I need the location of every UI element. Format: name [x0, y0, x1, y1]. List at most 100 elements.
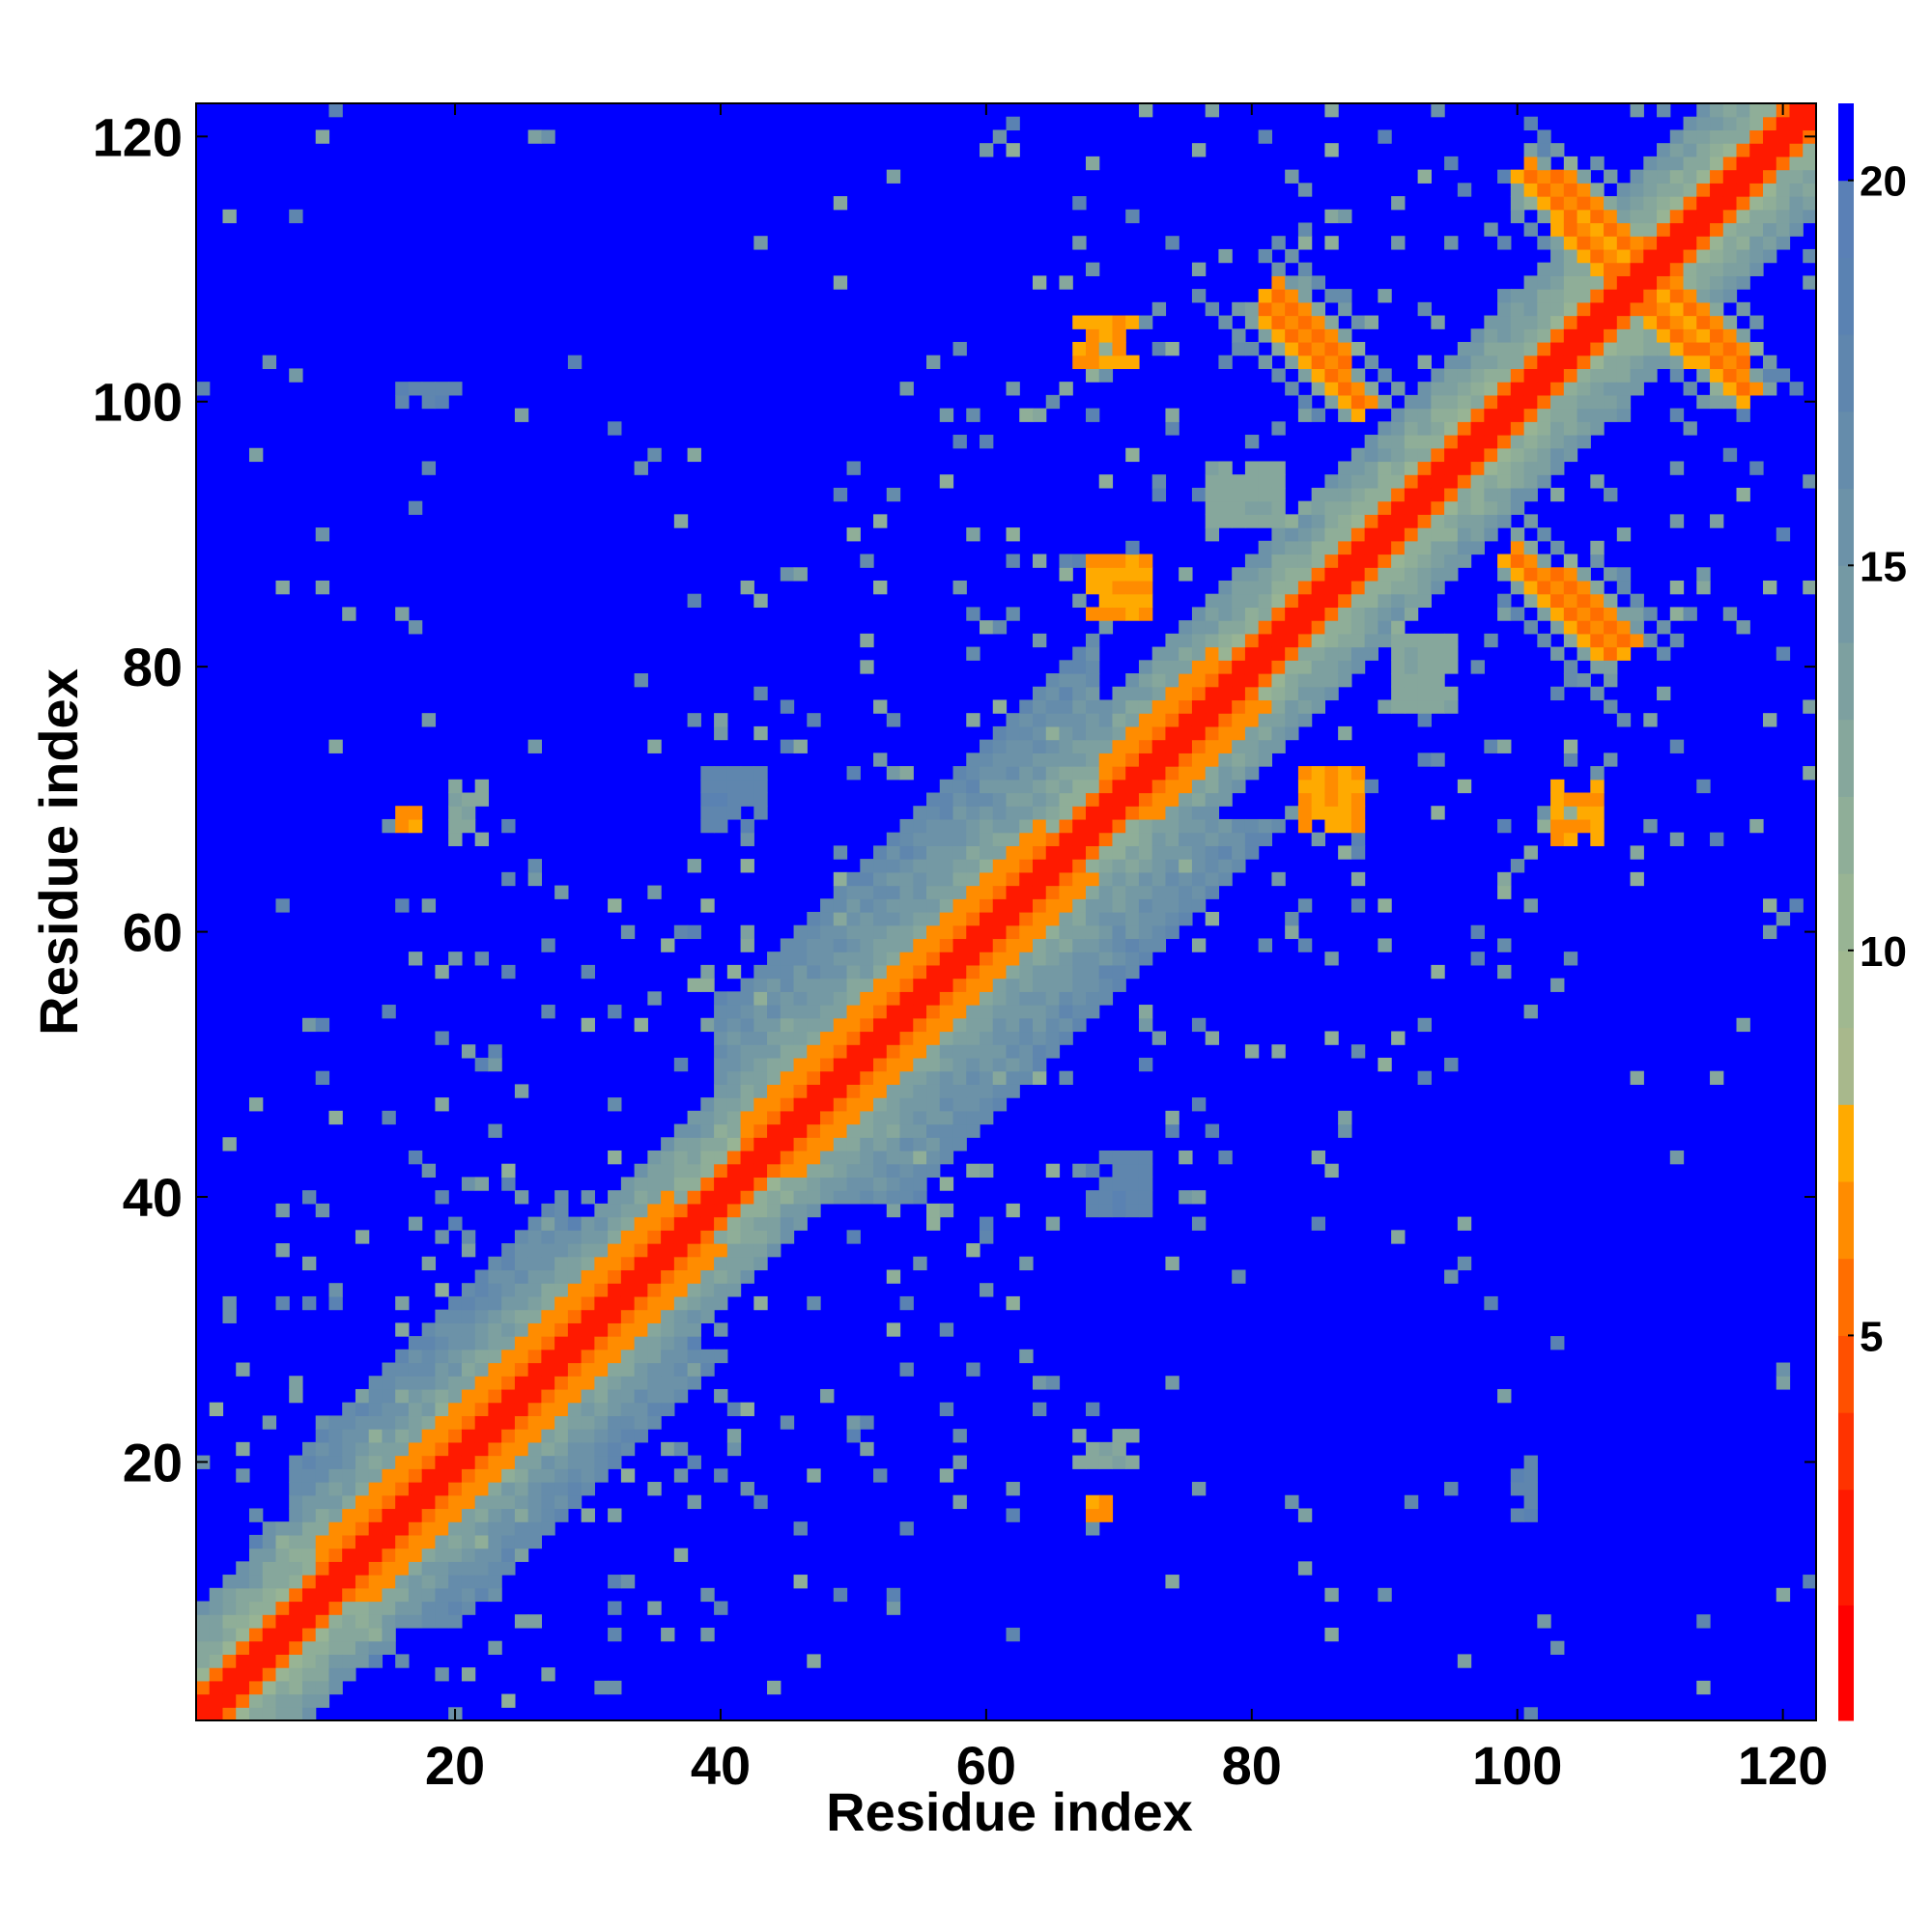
heatmap-cell — [886, 845, 901, 860]
heatmap-cell — [1630, 593, 1644, 609]
heatmap-cell — [461, 806, 476, 820]
heatmap-cell — [1470, 924, 1485, 940]
heatmap-cell — [1378, 898, 1392, 913]
heatmap-cell — [1563, 753, 1578, 767]
heatmap-cell — [1232, 567, 1246, 582]
heatmap-cell — [939, 806, 954, 820]
heatmap-cell — [1350, 845, 1366, 860]
heatmap-cell — [461, 1283, 476, 1297]
heatmap-cell — [1470, 394, 1485, 410]
heatmap-cell — [1232, 1269, 1246, 1284]
heatmap-cell — [1138, 806, 1153, 820]
heatmap-cell — [1510, 1482, 1525, 1496]
heatmap-cell — [1045, 912, 1061, 926]
heatmap-cell — [767, 1084, 781, 1098]
heatmap-cell — [1616, 368, 1632, 383]
heatmap-cell — [1311, 382, 1326, 396]
heatmap-cell — [966, 646, 980, 661]
heatmap-cell — [1484, 355, 1498, 370]
heatmap-cell — [567, 1322, 582, 1337]
heatmap-cell — [1059, 885, 1073, 899]
heatmap-cell — [700, 1349, 715, 1364]
heatmap-cell — [594, 1680, 609, 1695]
heatmap-cell — [382, 1005, 396, 1019]
heatmap-cell — [833, 1190, 848, 1205]
heatmap-cell — [1059, 871, 1073, 887]
heatmap-cell — [474, 1415, 490, 1430]
heatmap-cell — [1019, 713, 1034, 727]
heatmap-cell — [1232, 739, 1246, 753]
heatmap-cell — [222, 209, 237, 224]
heatmap-cell — [620, 1203, 636, 1218]
heatmap-cell — [1138, 660, 1153, 674]
heatmap-cell — [1191, 289, 1207, 303]
heatmap-cell — [1191, 898, 1207, 913]
heatmap-cell — [687, 1256, 701, 1271]
heatmap-cell — [1417, 301, 1432, 317]
heatmap-cell — [1497, 435, 1512, 449]
heatmap-cell — [1470, 540, 1485, 555]
heatmap-cell — [382, 1455, 396, 1469]
heatmap-cell — [1710, 832, 1724, 846]
heatmap-cell — [926, 355, 941, 370]
heatmap-cell — [527, 859, 542, 873]
heatmap-cell — [913, 964, 927, 980]
heatmap-cell — [1165, 739, 1179, 753]
heatmap-cell — [1324, 368, 1339, 383]
heatmap-cell — [248, 1707, 264, 1721]
heatmap-cell — [1112, 1163, 1126, 1179]
heatmap-cell — [1577, 196, 1591, 211]
heatmap-cell — [980, 1283, 994, 1297]
y-tick-label: 120 — [93, 106, 183, 167]
heatmap-cell — [1378, 421, 1392, 436]
heatmap-cell — [1350, 461, 1366, 475]
heatmap-cell — [1205, 792, 1220, 807]
heatmap-cell — [714, 792, 728, 807]
heatmap-cell — [1045, 686, 1061, 701]
heatmap-cell — [992, 898, 1008, 913]
heatmap-cell — [541, 1508, 555, 1522]
heatmap-cell — [726, 1017, 742, 1033]
heatmap-cell — [1285, 301, 1299, 317]
heatmap-cell — [1431, 554, 1445, 568]
heatmap-cell — [554, 1482, 569, 1496]
heatmap-cell — [527, 1336, 542, 1350]
heatmap-cell — [1297, 766, 1313, 781]
heatmap-cell — [1604, 607, 1618, 621]
heatmap-cell — [1232, 779, 1246, 794]
heatmap-cell — [1736, 156, 1750, 171]
heatmap-cell — [222, 1309, 237, 1323]
heatmap-cell — [461, 792, 476, 807]
heatmap-cell — [514, 1521, 529, 1536]
heatmap-cell — [873, 964, 888, 980]
heatmap-cell — [1736, 116, 1750, 131]
heatmap-cell — [1311, 328, 1326, 343]
heatmap-cell — [661, 1295, 675, 1311]
heatmap-cell — [541, 1468, 555, 1483]
heatmap-cell — [1657, 301, 1671, 317]
heatmap-cell — [1590, 660, 1605, 674]
heatmap-cell — [514, 1084, 529, 1098]
heatmap-cell — [355, 1575, 370, 1589]
heatmap-cell — [899, 1190, 914, 1205]
heatmap-cell — [939, 898, 954, 913]
heatmap-cell — [780, 1415, 795, 1430]
heatmap-cell — [1125, 845, 1140, 860]
heatmap-cell — [1457, 514, 1472, 528]
heatmap-cell — [222, 1295, 237, 1311]
heatmap-cell — [1643, 156, 1658, 171]
heatmap-cell — [714, 1295, 728, 1311]
heatmap-cell — [1006, 991, 1020, 1006]
heatmap-cell — [1032, 871, 1047, 887]
heatmap-cell — [421, 1415, 437, 1430]
heatmap-cell — [1457, 382, 1472, 396]
heatmap-cell — [820, 898, 835, 913]
heatmap-cell — [1311, 792, 1326, 807]
heatmap-cell — [952, 1084, 967, 1098]
heatmap-cell — [382, 1508, 396, 1522]
heatmap-cell — [1218, 1150, 1233, 1165]
heatmap-cell — [1710, 1070, 1724, 1085]
heatmap-cell — [1125, 713, 1140, 727]
heatmap-cell — [860, 1044, 874, 1059]
heatmap-cell — [1072, 315, 1087, 329]
